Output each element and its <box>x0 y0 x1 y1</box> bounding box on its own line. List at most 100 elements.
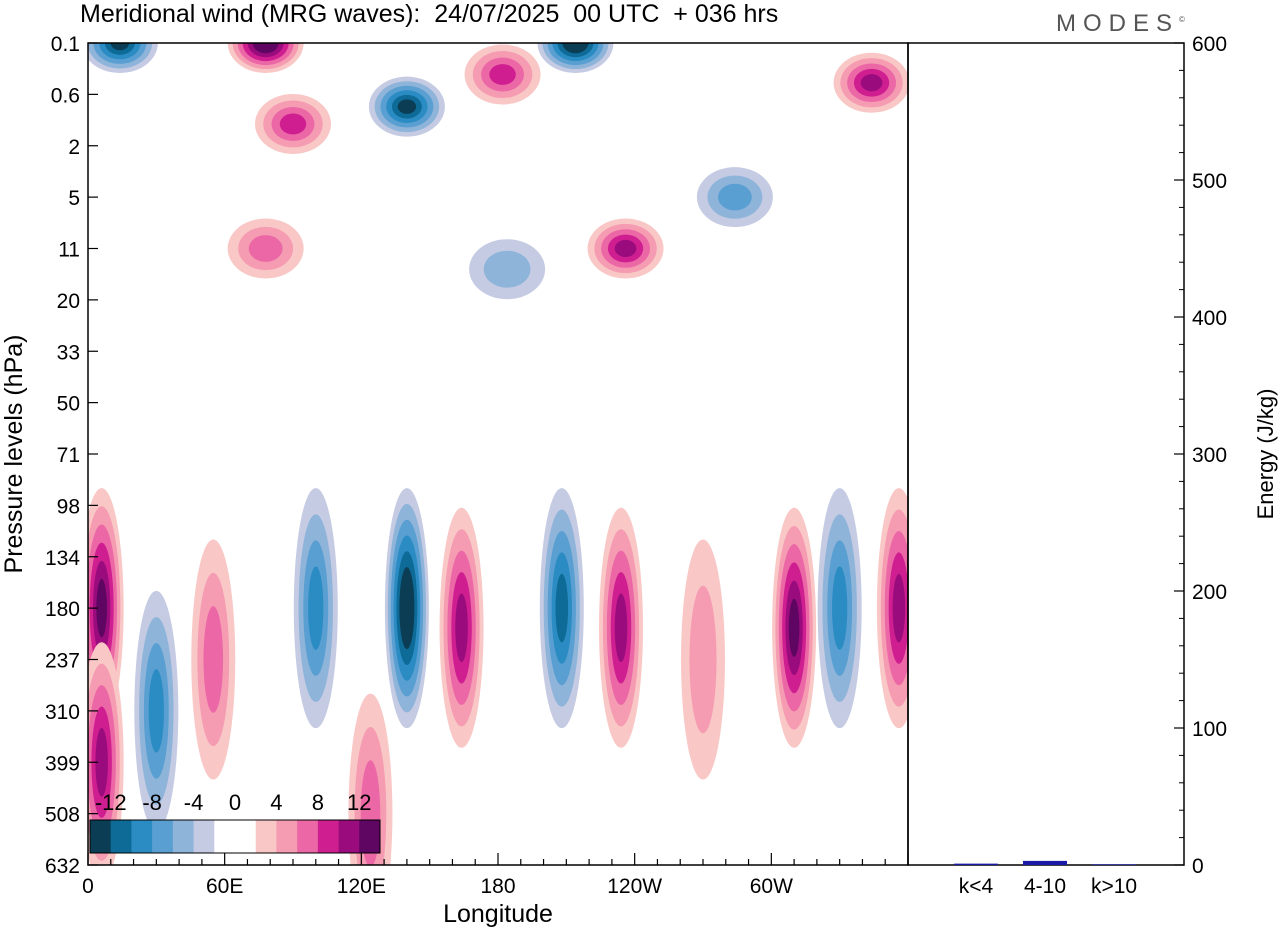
y-tick-label: 11 <box>58 239 80 262</box>
contour-feature <box>227 218 304 279</box>
energy-bar <box>954 863 998 865</box>
x-tick-label: 120W <box>607 875 662 898</box>
y-tick-label: 134 <box>45 547 80 570</box>
y-tick-label: 0.1 <box>51 33 80 56</box>
contour-level <box>455 593 468 663</box>
colorbar: -12 -8 -4 0 4 8 12 <box>89 790 381 854</box>
energy-tick-label: 500 <box>1192 170 1227 193</box>
colorbar-label: 8 <box>312 790 324 815</box>
energy-bar <box>1092 864 1136 865</box>
y-tick-label: 50 <box>57 393 80 416</box>
colorbar-swatch <box>131 820 153 853</box>
colorbar-label: -4 <box>184 790 204 815</box>
contour-level <box>614 239 637 258</box>
contour-level <box>892 573 906 643</box>
colorbar-swatch <box>110 820 132 853</box>
y-tick-label: 71 <box>57 444 80 467</box>
contour-feature <box>384 488 429 729</box>
contour-level <box>489 64 516 85</box>
colorbar-frame <box>89 819 381 854</box>
y-tick-label: 33 <box>57 341 80 364</box>
colorbar-swatch <box>193 820 215 853</box>
y-tick-label: 5 <box>68 187 80 210</box>
contour-level <box>832 566 848 650</box>
contour-feature <box>876 488 908 729</box>
colorbar-swatch <box>255 820 277 853</box>
y-tick-label: 508 <box>45 804 80 827</box>
y-tick-label: 310 <box>45 701 80 724</box>
x-axis-label: Longitude <box>443 900 553 928</box>
modes-logo: MODES© <box>1056 10 1185 37</box>
contour-level <box>397 99 417 114</box>
colorbar-label: 0 <box>229 790 241 815</box>
energy-tick-label: 300 <box>1192 444 1227 467</box>
contour-level <box>257 43 274 50</box>
contour-level <box>203 606 224 713</box>
contour-feature <box>464 44 541 105</box>
contour-level <box>614 593 628 663</box>
colorbar-swatch <box>172 820 194 853</box>
energy-tick-label: 400 <box>1192 307 1227 330</box>
colorbar-label: 12 <box>347 790 371 815</box>
contour-feature <box>537 43 614 73</box>
contour-level <box>788 598 800 657</box>
energy-plot-frame <box>907 42 1185 866</box>
y-tick-label: 399 <box>45 752 80 775</box>
contour-level <box>95 727 108 797</box>
y-tick-label: 0.6 <box>51 84 80 107</box>
energy-category-label: 4-10 <box>1024 875 1066 898</box>
contour-feature <box>817 488 862 729</box>
y-tick-label: 632 <box>45 855 80 878</box>
contour-feature <box>134 590 179 831</box>
x-tick-label: 0 <box>82 875 94 898</box>
contour-feature <box>772 507 817 748</box>
y-tick-label: 98 <box>57 495 80 518</box>
energy-tick-label: 600 <box>1192 33 1227 56</box>
y-tick-label: 20 <box>57 290 80 313</box>
colorbar-swatch <box>338 820 360 853</box>
contour-feature <box>88 642 124 865</box>
energy-tick-label: 0 <box>1192 855 1204 878</box>
colorbar-label: -12 <box>95 790 127 815</box>
colorbar-label: -8 <box>142 790 162 815</box>
x-tick-label: 180 <box>480 875 515 898</box>
energy-bar <box>1023 860 1067 865</box>
contour-feature <box>191 539 236 780</box>
contour-feature <box>587 218 664 279</box>
contour-level <box>110 43 130 51</box>
y-tick-label: 180 <box>45 598 80 621</box>
contour-feature <box>293 488 338 729</box>
contour-feature <box>368 76 445 137</box>
y-axis-label: Pressure levels (hPa) <box>0 335 28 574</box>
energy-axis-label: Energy (J/kg) <box>1253 389 1278 520</box>
energy-bar-chart: 0 100 200 300 400 500 600 k<4 4-10 k>10 <box>954 33 1227 898</box>
energy-tick-label: 100 <box>1192 718 1227 741</box>
contour-level <box>718 183 752 211</box>
contour-feature <box>227 43 304 73</box>
y-axis: 0.1 0.6 2 5 11 20 33 50 71 98 134 180 237 310 399 508 63… <box>45 33 98 878</box>
contour-feature <box>696 167 773 228</box>
contour-feature <box>833 52 908 113</box>
contour-feature <box>255 93 331 154</box>
colorbar-swatch <box>317 820 339 853</box>
contour-feature <box>681 539 725 780</box>
contour-level <box>248 235 283 262</box>
x-axis: 0 60E 120E 180 120W 60W <box>82 853 909 898</box>
contour-level <box>308 566 324 650</box>
y-tick-label: 237 <box>45 650 80 673</box>
contour-level <box>860 74 883 92</box>
contour-level <box>689 585 717 734</box>
x-tick-label: 120E <box>337 875 386 898</box>
contour-feature <box>88 43 158 73</box>
contour-level <box>402 582 412 634</box>
colorbar-swatch <box>214 820 236 853</box>
contour-level <box>483 250 531 288</box>
colorbar-label: 4 <box>270 790 282 815</box>
colorbar-swatch <box>152 820 174 853</box>
y-tick-label: 2 <box>68 136 80 159</box>
contour-feature <box>439 507 484 748</box>
contour-level <box>279 113 307 135</box>
colorbar-swatch <box>235 820 257 853</box>
colorbar-swatch <box>359 820 381 853</box>
